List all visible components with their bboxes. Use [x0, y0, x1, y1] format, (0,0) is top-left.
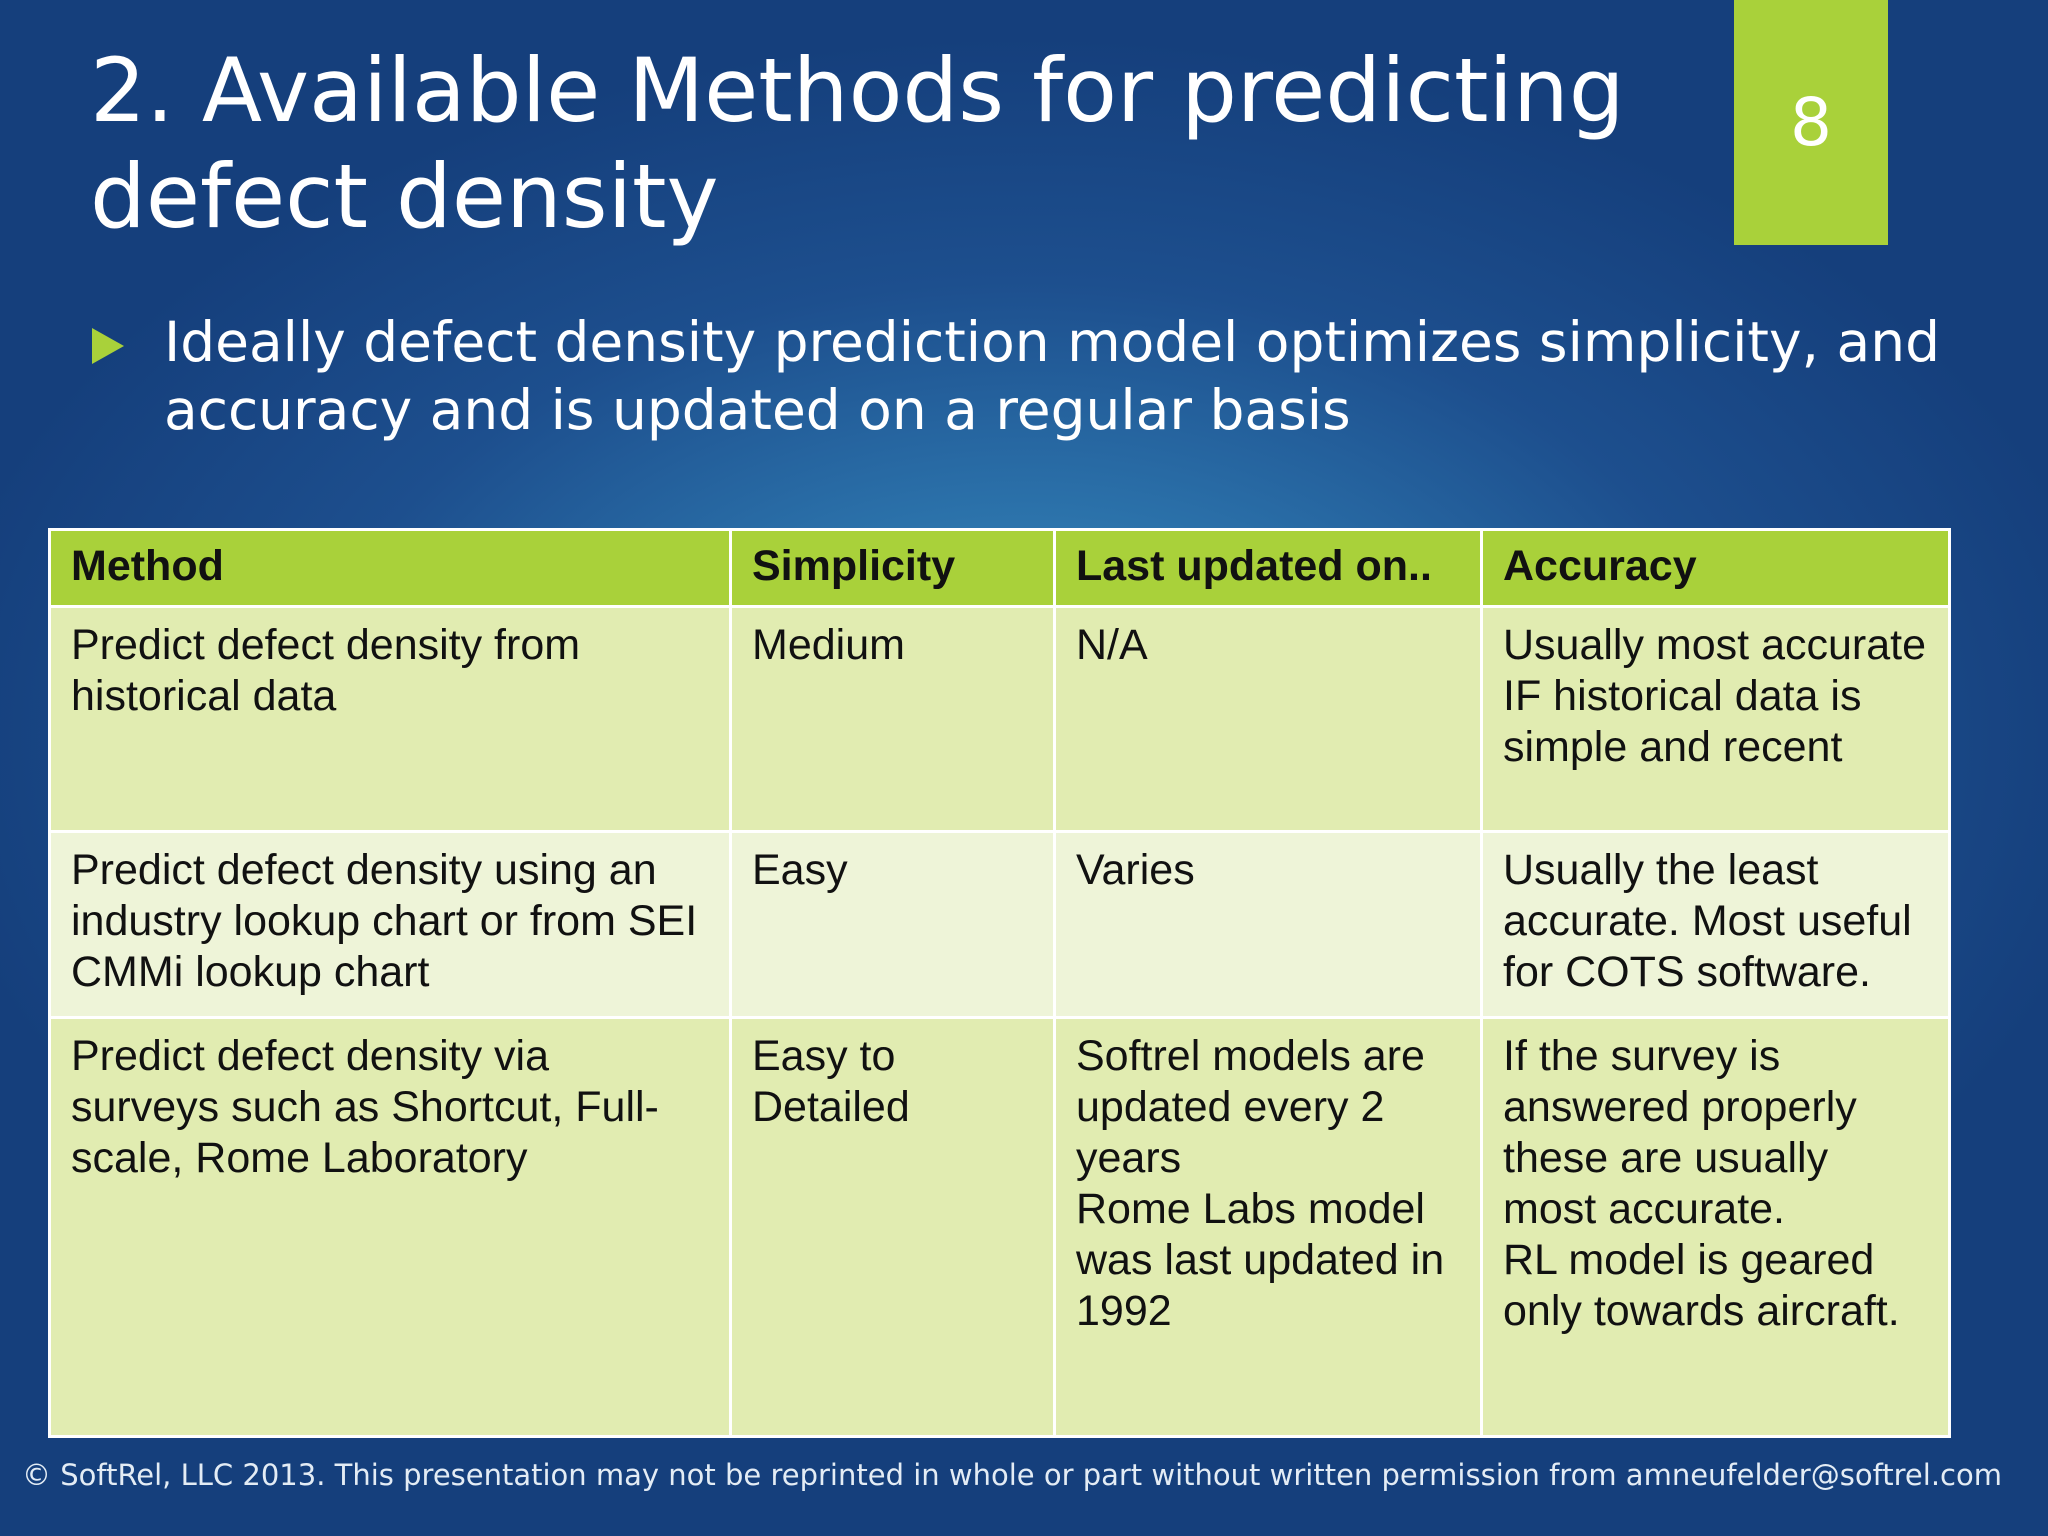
cell-simplicity: Easy to Detailed	[729, 1016, 1056, 1438]
cell-method: Predict defect density using an industry…	[48, 830, 732, 1019]
table-row: Predict defect density from historical d…	[48, 605, 1951, 833]
methods-table: Method Simplicity Last updated on.. Accu…	[48, 528, 1951, 1438]
cell-accuracy: Usually the least accurate. Most useful …	[1480, 830, 1951, 1019]
header-method: Method	[48, 528, 732, 608]
header-last-updated: Last updated on..	[1053, 528, 1483, 608]
cell-method: Predict defect density via surveys such …	[48, 1016, 732, 1438]
cell-simplicity: Medium	[729, 605, 1056, 833]
cell-simplicity: Easy	[729, 830, 1056, 1019]
table-header-row: Method Simplicity Last updated on.. Accu…	[48, 528, 1951, 608]
cell-method: Predict defect density from historical d…	[48, 605, 732, 833]
cell-accuracy: If the survey is answered properly these…	[1480, 1016, 1951, 1438]
cell-last-updated: N/A	[1053, 605, 1483, 833]
copyright-footer: © SoftRel, LLC 2013. This presentation m…	[22, 1458, 2002, 1492]
table-row: Predict defect density via surveys such …	[48, 1016, 1951, 1438]
bullet-text: Ideally defect density prediction model …	[164, 310, 1940, 442]
slide-title: 2. Available Methods for predicting defe…	[90, 39, 1625, 248]
cell-accuracy: Usually most accurate IF historical data…	[1480, 605, 1951, 833]
cell-last-updated: Varies	[1053, 830, 1483, 1019]
table-row: Predict defect density using an industry…	[48, 830, 1951, 1019]
header-simplicity: Simplicity	[729, 528, 1056, 608]
page-number-badge: 8	[1734, 0, 1888, 245]
triangle-bullet-icon	[92, 328, 124, 364]
bullet-point: Ideally defect density prediction model …	[92, 308, 1942, 444]
header-accuracy: Accuracy	[1480, 528, 1951, 608]
cell-last-updated: Softrel models are updated every 2 years…	[1053, 1016, 1483, 1438]
